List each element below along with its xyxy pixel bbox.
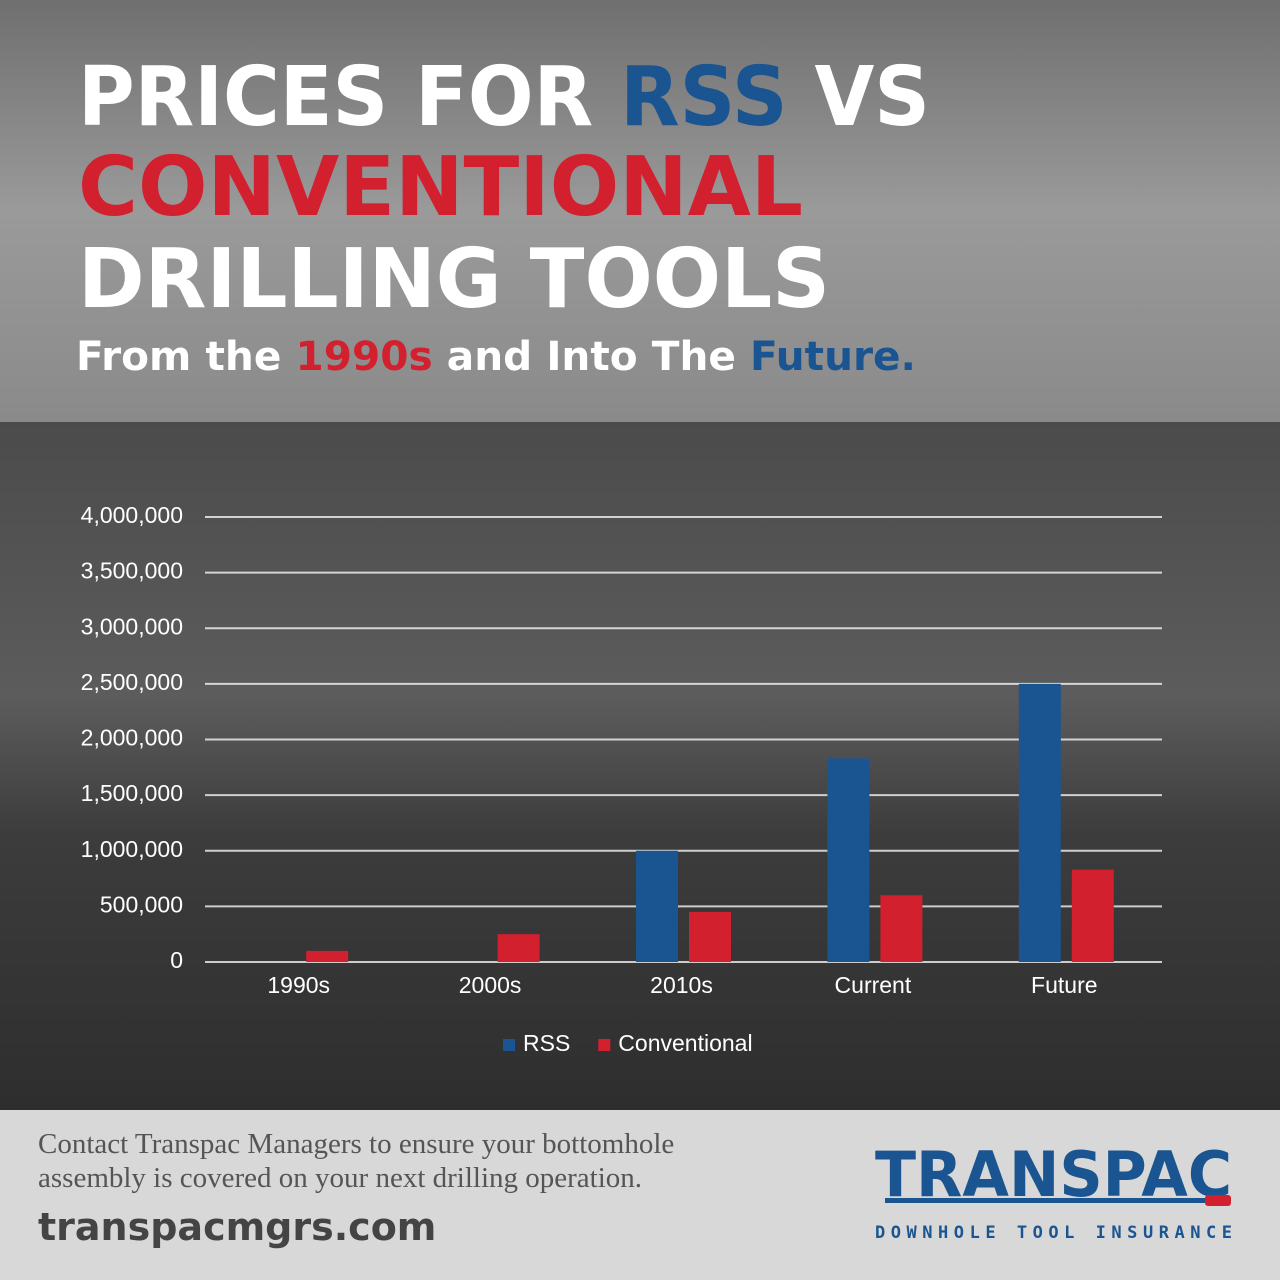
title-part: VS xyxy=(788,50,930,145)
bar xyxy=(1071,869,1114,962)
header-background xyxy=(0,0,1280,422)
logo-underline xyxy=(885,1198,1205,1203)
subtitle: From the 1990s and Into The Future. xyxy=(76,334,916,380)
x-tick-label: Future xyxy=(1031,972,1097,998)
legend-swatch xyxy=(503,1039,515,1051)
legend-swatch xyxy=(598,1039,611,1051)
footer-url: transpacmgrs.com xyxy=(38,1205,436,1249)
footer-background xyxy=(0,1110,1280,1280)
y-tick-label: 1,500,000 xyxy=(81,780,183,806)
x-tick-label: 1990s xyxy=(267,972,330,998)
bar xyxy=(689,911,731,962)
bar xyxy=(827,758,870,962)
y-tick-label: 3,500,000 xyxy=(81,558,183,584)
bar xyxy=(1018,683,1061,962)
title-line: PRICES FOR RSS VS xyxy=(78,50,930,145)
chart-background xyxy=(0,422,1280,1110)
bar xyxy=(636,850,678,962)
y-tick-label: 0 xyxy=(170,947,183,973)
title-line: DRILLING TOOLS xyxy=(78,232,830,327)
subtitle-part: Future. xyxy=(750,334,916,380)
x-tick-label: 2010s xyxy=(650,972,713,998)
y-tick-label: 4,000,000 xyxy=(81,502,183,528)
y-tick-label: 2,000,000 xyxy=(81,725,183,751)
y-tick-label: 1,000,000 xyxy=(81,836,183,862)
title-part: PRICES FOR xyxy=(78,50,620,145)
bar xyxy=(880,895,923,962)
title-part: RSS xyxy=(620,50,787,145)
y-tick-label: 2,500,000 xyxy=(81,669,183,695)
x-tick-label: Current xyxy=(835,972,912,998)
logo-bit xyxy=(1205,1195,1231,1206)
plot: 0 500,000 1,000,000 1,500,000 2,000,000 2,500… xyxy=(81,502,1162,1056)
legend-label: RSS xyxy=(523,1030,570,1056)
footer-text: Contact Transpac Managers to ensure your… xyxy=(38,1128,674,1160)
bar xyxy=(306,950,349,962)
footer-text: assembly is covered on your next drillin… xyxy=(38,1162,642,1194)
legend-label: Conventional xyxy=(618,1030,752,1056)
logo-tagline: DOWNHOLE TOOL INSURANCE xyxy=(875,1223,1232,1243)
subtitle-part: 1990s xyxy=(296,334,433,380)
bar xyxy=(497,934,540,962)
subtitle-part: and Into The xyxy=(433,334,750,380)
y-tick-label: 500,000 xyxy=(100,891,183,917)
title-line: CONVENTIONAL xyxy=(78,140,803,235)
subtitle-part: From the xyxy=(76,334,296,380)
y-tick-label: 3,000,000 xyxy=(81,613,183,639)
x-tick-label: 2000s xyxy=(459,972,522,998)
